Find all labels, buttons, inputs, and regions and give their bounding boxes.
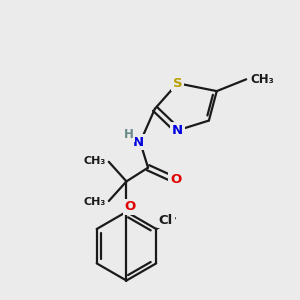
Text: H: H bbox=[124, 128, 133, 141]
Text: O: O bbox=[125, 200, 136, 213]
Text: N: N bbox=[133, 136, 144, 148]
Text: CH₃: CH₃ bbox=[84, 197, 106, 207]
Text: N: N bbox=[172, 124, 183, 137]
Text: S: S bbox=[173, 77, 182, 90]
Text: CH₃: CH₃ bbox=[250, 73, 274, 86]
Text: Cl: Cl bbox=[159, 214, 173, 227]
Text: O: O bbox=[170, 173, 181, 186]
Text: CH₃: CH₃ bbox=[84, 156, 106, 166]
